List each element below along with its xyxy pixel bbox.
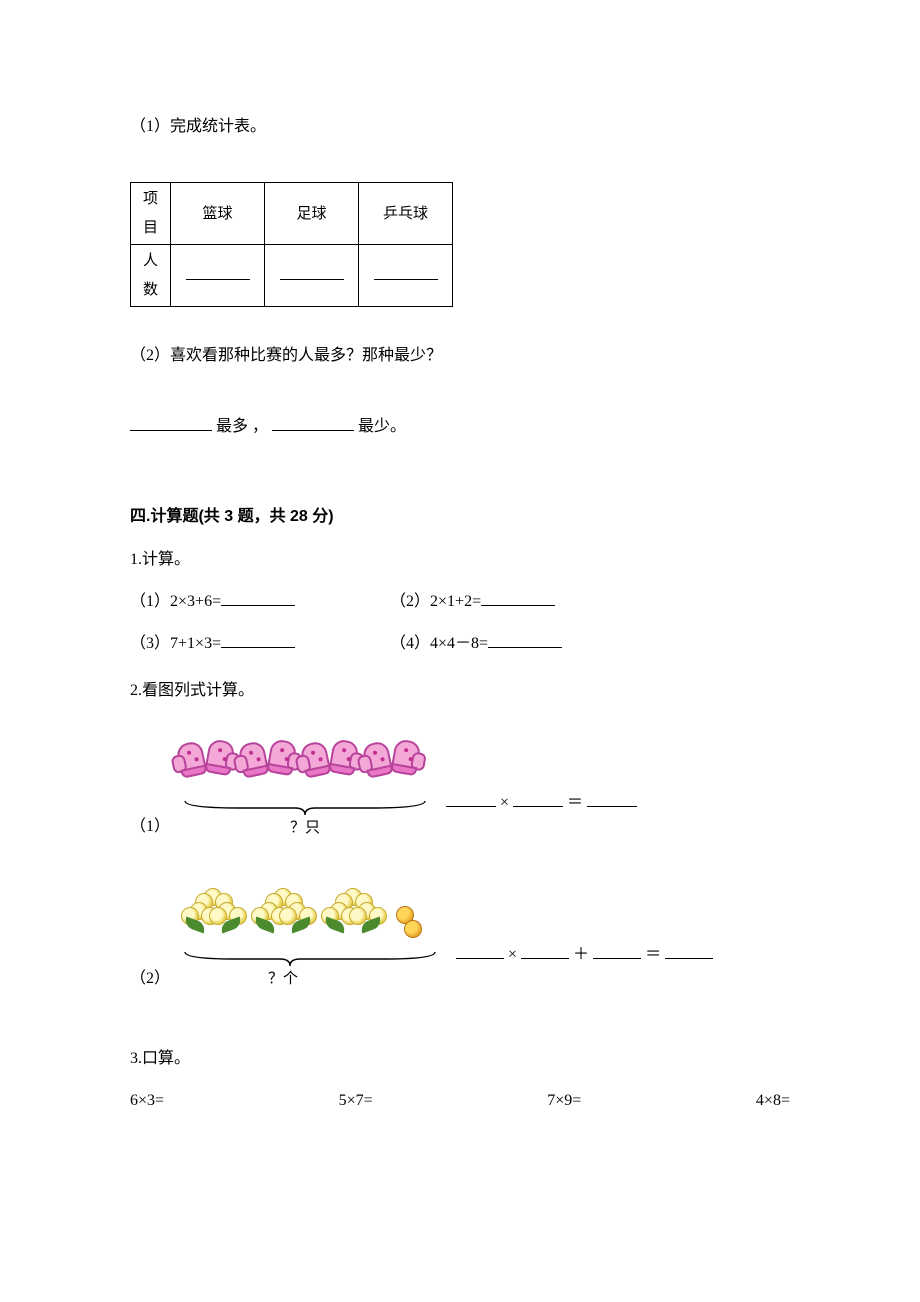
p1-i3-expr: 7+1×3= bbox=[170, 635, 221, 652]
p1-i4-blank[interactable] bbox=[488, 631, 562, 649]
extra-balls-icon bbox=[390, 898, 426, 938]
p1-i4-expr: 4×4－8= bbox=[430, 635, 488, 652]
p2-sub1-equation: × ＝ bbox=[446, 788, 637, 842]
cell-basket[interactable] bbox=[171, 245, 265, 307]
flower-cluster-icon bbox=[180, 882, 250, 938]
table-data-row: 人数 bbox=[131, 245, 453, 307]
blank-most[interactable] bbox=[130, 413, 212, 431]
mitten-pair-icon bbox=[180, 736, 234, 786]
blank-least[interactable] bbox=[272, 413, 354, 431]
mitten-groups bbox=[180, 773, 420, 790]
p1-row1: （1）2×3+6= （2）2×1+2= bbox=[130, 587, 790, 617]
p1-i2-n: （2） bbox=[390, 593, 430, 610]
eq2-op3: ＝ bbox=[645, 946, 661, 963]
p2-sub1-brace-label: ？只 bbox=[180, 814, 430, 843]
p1-i3-blank[interactable] bbox=[221, 631, 295, 649]
eq2-b4[interactable] bbox=[665, 941, 713, 959]
th-foot: 足球 bbox=[265, 183, 359, 245]
p1-i1-expr: 2×3+6= bbox=[170, 593, 221, 610]
eq1-b2[interactable] bbox=[513, 789, 563, 807]
p3-row: 6×3= 5×7= 7×9= 4×8= bbox=[130, 1086, 790, 1116]
text-least: 最少。 bbox=[358, 418, 406, 435]
eq1-op2: ＝ bbox=[567, 794, 583, 811]
p1-i3-n: （3） bbox=[130, 635, 170, 652]
table-header-row: 项目 篮球 足球 乒乓球 bbox=[131, 183, 453, 245]
mitten-pair-icon bbox=[304, 736, 358, 786]
flower-cluster-icon bbox=[320, 882, 390, 938]
eq2-b1[interactable] bbox=[456, 941, 504, 959]
eq1-b3[interactable] bbox=[587, 789, 637, 807]
stats-table: 项目 篮球 足球 乒乓球 人数 bbox=[130, 182, 453, 307]
p3-i1: 6×3= bbox=[130, 1086, 164, 1116]
q1-part1-label: （1）完成统计表。 bbox=[130, 112, 790, 142]
p3-i4: 4×8= bbox=[756, 1086, 790, 1116]
th-pp: 乒乓球 bbox=[359, 183, 453, 245]
p2-sub2-picture: ？个 bbox=[180, 882, 440, 994]
p2-sub1-picture: ？只 bbox=[180, 736, 430, 842]
p2-label: 2.看图列式计算。 bbox=[130, 676, 790, 706]
p3-i2: 5×7= bbox=[339, 1086, 373, 1116]
eq2-b2[interactable] bbox=[521, 941, 569, 959]
flower-cluster-icon bbox=[250, 882, 320, 938]
p2-sub1-index: （1） bbox=[130, 812, 170, 842]
p1-item1: （1）2×3+6= bbox=[130, 587, 390, 617]
p1-row2: （3）7+1×3= （4）4×4－8= bbox=[130, 629, 790, 659]
q1-part2-label: （2）喜欢看那种比赛的人最多？那种最少？ bbox=[130, 341, 790, 371]
eq1-b1[interactable] bbox=[446, 789, 496, 807]
p1-item4: （4）4×4－8= bbox=[390, 629, 562, 659]
flower-groups bbox=[180, 925, 426, 942]
eq2-b3[interactable] bbox=[593, 941, 641, 959]
p1-i1-blank[interactable] bbox=[221, 588, 295, 606]
mitten-pair-icon bbox=[242, 736, 296, 786]
p2-sub1-row: （1） ？只 × ＝ bbox=[130, 736, 790, 842]
p1-label: 1.计算。 bbox=[130, 545, 790, 575]
eq2-op1: × bbox=[508, 946, 517, 963]
q1-part2-fill: 最多 ， 最少。 bbox=[130, 412, 790, 442]
p2-sub2-brace-label: ？个 bbox=[180, 965, 440, 994]
eq1-op1: × bbox=[500, 794, 509, 811]
mitten-pair-icon bbox=[366, 736, 420, 786]
p2-sub2-row: （2） ？个 × ＋ ＝ bbox=[130, 882, 790, 994]
text-most: 最多 ， bbox=[216, 418, 268, 435]
th-basket: 篮球 bbox=[171, 183, 265, 245]
p1-i2-expr: 2×1+2= bbox=[430, 593, 481, 610]
p3-label: 3.口算。 bbox=[130, 1044, 790, 1074]
p1-item3: （3）7+1×3= bbox=[130, 629, 390, 659]
p2-sub2-equation: × ＋ ＝ bbox=[456, 940, 713, 994]
p1-i1-n: （1） bbox=[130, 593, 170, 610]
p2-sub2-index: （2） bbox=[130, 964, 170, 994]
th-item: 项目 bbox=[131, 183, 171, 245]
p3-i3: 7×9= bbox=[547, 1086, 581, 1116]
cell-pp[interactable] bbox=[359, 245, 453, 307]
row-label: 人数 bbox=[131, 245, 171, 307]
p1-i2-blank[interactable] bbox=[481, 588, 555, 606]
eq2-op2: ＋ bbox=[573, 946, 589, 963]
section4-title: 四.计算题(共 3 题，共 28 分) bbox=[130, 502, 790, 532]
cell-foot[interactable] bbox=[265, 245, 359, 307]
p1-item2: （2）2×1+2= bbox=[390, 587, 555, 617]
p1-i4-n: （4） bbox=[390, 635, 430, 652]
